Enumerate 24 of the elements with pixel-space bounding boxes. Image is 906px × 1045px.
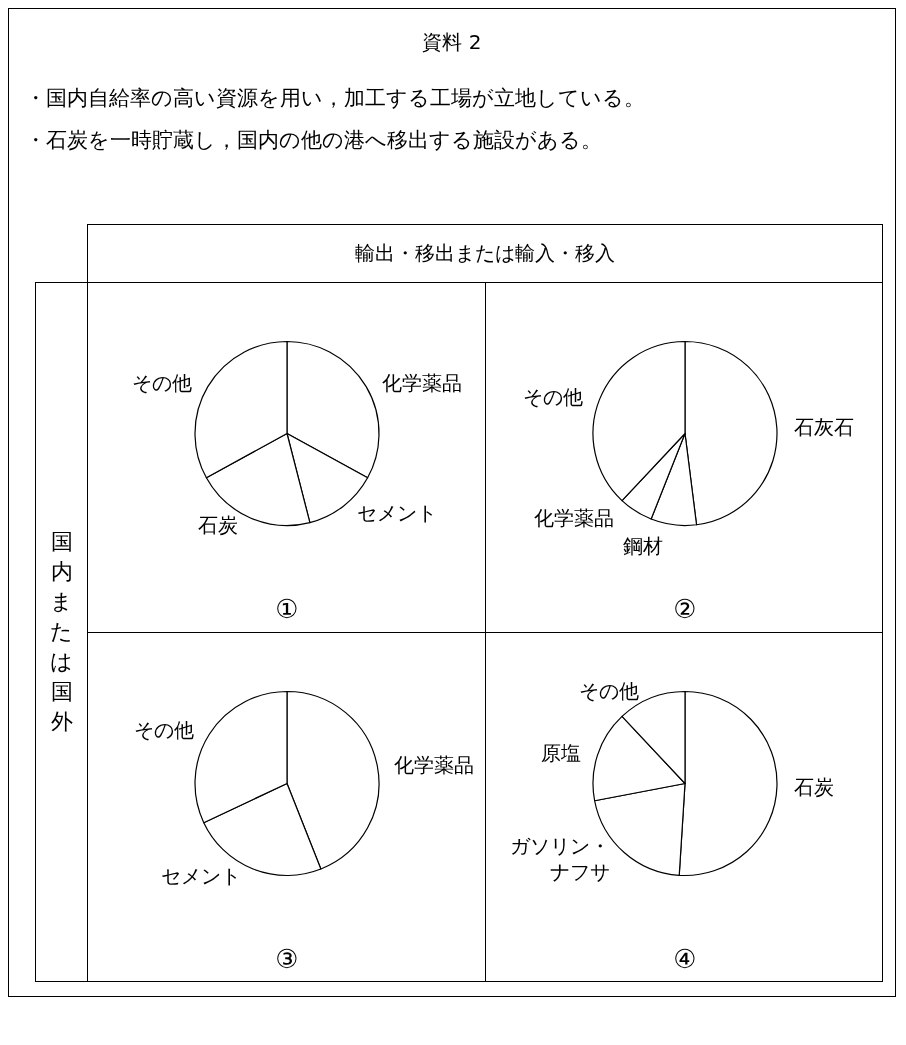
slice-label: 化学薬品 [394, 752, 475, 777]
text: ・石炭を一時貯蔵し，国内の他の港へ移出する施設がある。 [25, 127, 603, 154]
slice-label: 石灰石 [793, 415, 854, 440]
slice-label: 化学薬品 [533, 505, 614, 530]
slice-label: 化学薬品 [382, 370, 463, 395]
text: ② [673, 594, 697, 624]
slice-label: その他 [133, 717, 194, 742]
slice-label: 石炭 [793, 774, 834, 799]
slice-label: その他 [523, 384, 584, 409]
slice-label: セメント [161, 864, 242, 889]
slice-label: 原塩 [540, 740, 581, 765]
text: ・国内自給率の高い資源を用い，加工する工場が立地している。 [25, 85, 646, 112]
text: ① [275, 594, 299, 624]
slice-label: 石炭 [198, 513, 239, 538]
slice-label: その他 [131, 370, 192, 395]
slice-label: ガソリン・ナフサ [509, 833, 610, 884]
slice-label: 鋼材 [623, 533, 664, 558]
text: ④ [673, 944, 697, 974]
slice-label: その他 [579, 678, 640, 703]
slice-label: セメント [357, 500, 438, 525]
text: 国内または国外 [49, 528, 74, 736]
text: ③ [275, 944, 299, 974]
text: 輸出・移出または輸入・移入 [87, 224, 883, 282]
text: 資料 2 [421, 29, 483, 56]
